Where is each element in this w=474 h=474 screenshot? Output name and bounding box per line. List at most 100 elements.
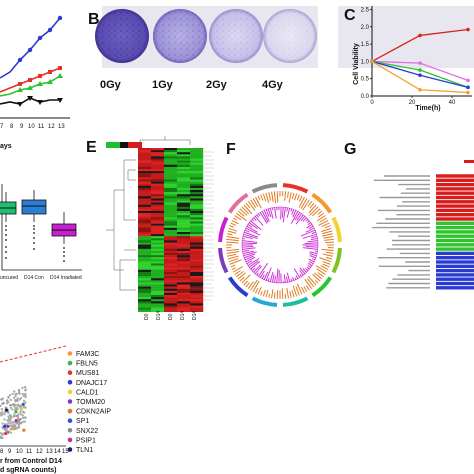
outer-track-bar [271,289,274,299]
heatmap-cell [138,148,152,151]
heatmap-cell [177,292,191,296]
inner-track-bar [308,258,315,263]
scatter-point [13,405,16,408]
outer-track-bar [307,201,313,207]
series-black-markers [17,96,63,107]
outer-track-bar [227,253,237,257]
plate-1gy-colonies [153,9,207,63]
heatmap-cell [177,219,191,222]
go-category-bar [436,195,474,200]
scatter-point [24,389,27,392]
outer-track-bar [284,293,287,299]
heatmap-cell [164,278,178,281]
y-axis-label: Cell Viability [353,43,360,85]
heatmap-cell [151,198,165,201]
heatmap-cell [164,175,178,178]
inner-track-bar [263,271,269,280]
heatmap-cell [164,169,178,172]
heatmap-cell [138,206,152,210]
heatmap-cell [151,248,165,252]
heatmap-cell [190,240,204,243]
outer-track-bar [288,192,292,203]
series-blue-markers [17,15,63,63]
chromosome-arc [331,247,342,274]
outer-track-bar [296,283,303,295]
heatmap-cell [164,280,178,283]
heatmap-cell [138,244,152,247]
heatmap-cell [164,166,178,170]
scatter-point [11,408,14,411]
inner-track-bar [246,260,253,265]
go-category-bar [436,256,474,260]
heatmap-cell [177,274,191,277]
outer-track-bar [265,192,270,203]
heatmap-cell [190,225,204,228]
outer-track-bar [323,253,333,257]
outer-track-bar [252,280,260,293]
inner-track-bar [282,207,286,223]
heatmap-dendrogram [106,136,191,291]
data-point [418,87,422,92]
heatmap-cell [190,194,204,197]
heatmap-cell [138,183,152,186]
heatmap-cell [190,286,204,289]
heatmap-cell [164,192,178,195]
go-category-bar [436,217,474,221]
box-outliers [5,225,65,262]
inner-track-bar [258,213,261,217]
outer-track-bar [250,279,258,291]
scatter-point [17,391,21,395]
heatmap-cell [177,255,191,258]
heatmap-cell [151,263,165,266]
heatmap-cell [138,274,152,277]
go-category-bar [436,264,474,268]
inner-track-bar [244,253,256,259]
go-category-bar [436,286,474,290]
heatmap-cell [151,194,165,197]
outer-track-bar [321,222,330,227]
heatmap-cell [177,211,191,214]
scatter-point [0,404,2,408]
heatmap-cell [190,253,204,256]
heatmap-cell [151,290,165,294]
data-point [418,73,422,78]
heatmap-cell [151,187,165,191]
outer-track-bar [312,208,321,217]
inner-track-bar [242,247,256,250]
heatmap-cell [190,297,204,300]
outer-track-bar [231,220,239,225]
heatmap-cell [138,292,152,296]
heatmap-cell [151,221,165,224]
inner-track-bar [267,208,272,218]
heatmap-cell [164,299,178,302]
inner-track-bar [306,224,313,229]
heatmap-cell [177,154,191,157]
heatmap-cell [138,198,152,201]
heatmap-cell [164,301,178,304]
inner-track-bar [254,265,263,275]
legend-marker [67,437,73,443]
highlighted-gene-point [3,424,7,428]
heatmap-cell [151,190,165,193]
heatmap-cell [138,232,152,235]
legend-marker [67,428,73,433]
plate-0gy-colonies [95,9,149,63]
series-green-markers [17,73,63,92]
heatmap-cell [177,267,191,270]
heatmap-cell [151,192,165,195]
legend-marker [67,370,73,376]
heatmap-cell [138,238,152,241]
heatmap-cell [177,192,191,195]
scatter-point [19,413,22,416]
column-label: D14 [180,311,186,320]
heatmap-cell [177,156,191,159]
heatmap-cell [164,284,178,287]
heatmap-cell [177,257,191,260]
heatmap-cell [151,166,165,170]
legend-marker [67,447,73,452]
outer-track-bar [262,289,266,297]
heatmap-cell [177,183,191,186]
inner-track-bar [253,264,262,273]
heatmap-cell [177,213,191,216]
heatmap-cell [151,288,165,291]
